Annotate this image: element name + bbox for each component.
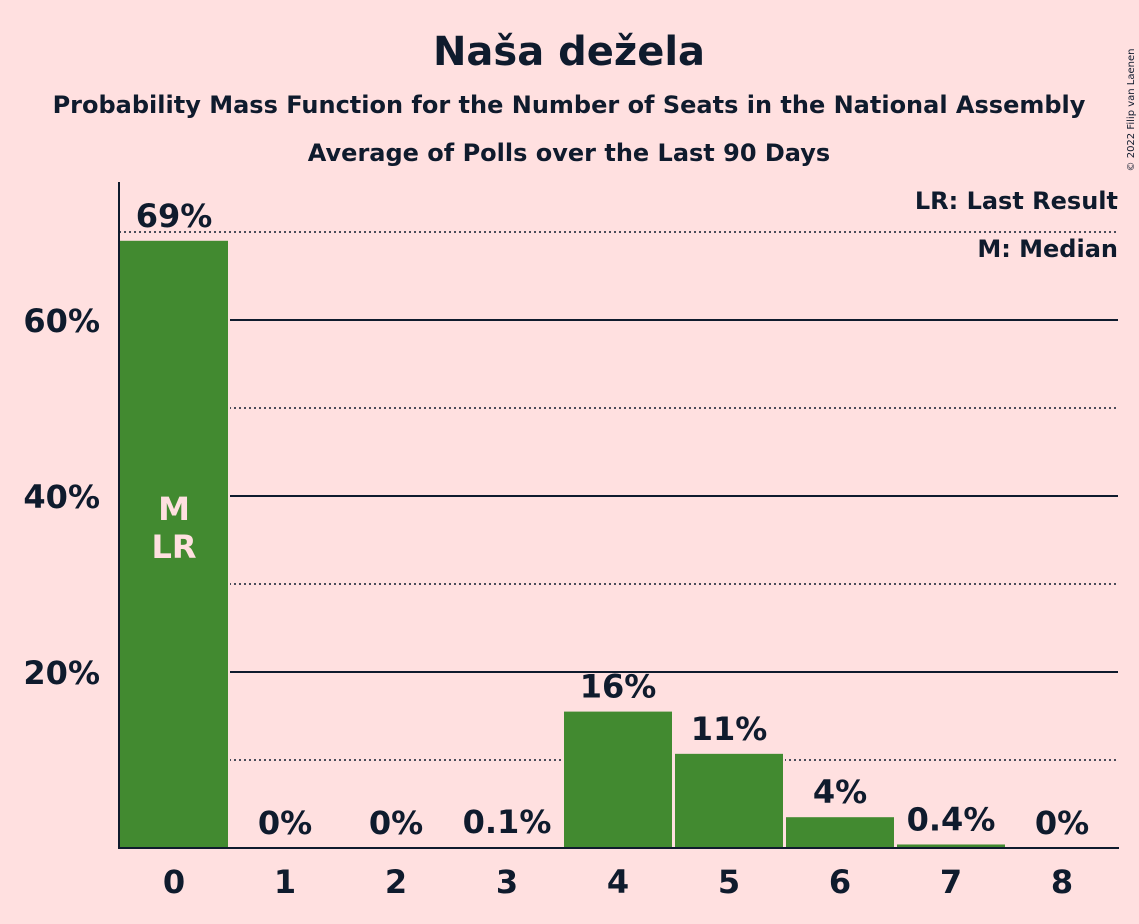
bar-markers: MLR — [151, 490, 196, 566]
bar-0 — [120, 240, 228, 849]
bars — [118, 238, 1007, 849]
value-label-2: 0% — [369, 804, 423, 842]
x-tick-label: 4 — [607, 863, 629, 901]
x-axis-ticks: 0 1 2 3 4 5 6 7 8 — [163, 863, 1073, 901]
x-tick-label: 8 — [1051, 863, 1073, 901]
x-tick-label: 7 — [940, 863, 962, 901]
value-label-7: 0.4% — [907, 800, 996, 838]
x-tick-label: 5 — [718, 863, 740, 901]
legend-last-result: LR: Last Result — [915, 187, 1118, 215]
value-label-8: 0% — [1035, 804, 1089, 842]
y-axis-ticks: 20% 40% 60% — [23, 302, 100, 692]
x-tick-label: 0 — [163, 863, 185, 901]
value-label-1: 0% — [258, 804, 312, 842]
x-tick-label: 6 — [829, 863, 851, 901]
value-label-0: 69% — [136, 197, 213, 235]
bar-marker-label: LR — [151, 528, 196, 566]
x-tick-label: 1 — [274, 863, 296, 901]
value-label-4: 16% — [580, 668, 657, 706]
y-tick-label: 20% — [23, 654, 100, 692]
value-labels: 69% 0% 0% 0.1% 16% 11% 4% 0.4% 0% — [136, 197, 1089, 842]
value-label-3: 0.1% — [463, 803, 552, 841]
bar-4 — [564, 711, 672, 848]
chart-subtitle: Probability Mass Function for the Number… — [53, 91, 1086, 119]
bar-6 — [786, 817, 894, 848]
bar-5 — [675, 753, 783, 848]
chart-subtitle-period: Average of Polls over the Last 90 Days — [308, 139, 830, 167]
value-label-5: 11% — [691, 710, 768, 748]
y-tick-label: 60% — [23, 302, 100, 340]
gridlines — [119, 231, 1118, 761]
value-label-6: 4% — [813, 773, 867, 811]
bar-7 — [897, 844, 1005, 848]
legend-median: M: Median — [977, 235, 1118, 263]
bar-gap — [451, 845, 563, 848]
chart-title: Naša dežela — [433, 29, 705, 75]
x-tick-label: 3 — [496, 863, 518, 901]
y-tick-label: 40% — [23, 478, 100, 516]
bar-marker-label: M — [158, 490, 190, 528]
x-tick-label: 2 — [385, 863, 407, 901]
copyright-notice: © 2022 Filip van Laenen — [1126, 49, 1137, 172]
